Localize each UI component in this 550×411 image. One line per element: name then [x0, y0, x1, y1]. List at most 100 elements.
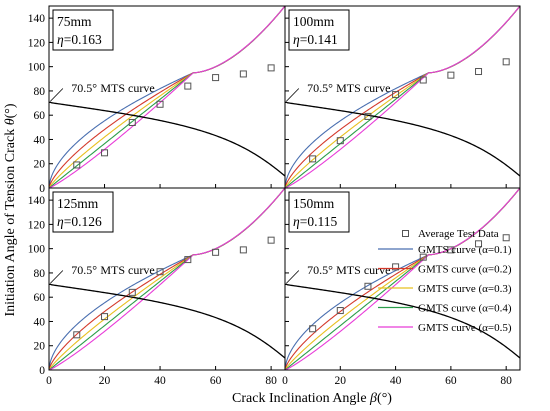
test-data-point: [447, 71, 455, 79]
panel-1: 0 20 40 60 80 100 120 140 70.5° MTS curve 75mm η=0.…: [28, 5, 286, 195]
test-data-point: [184, 82, 192, 90]
mts-angle-label: 70.5°: [71, 263, 97, 277]
mts-curve: [49, 283, 285, 359]
eta-label: η=0.141: [293, 32, 338, 47]
panel-2: 70.5° MTS curve 100mm η=0.141: [284, 5, 521, 189]
mts-curve-label: MTS curve: [100, 263, 154, 277]
specimen-size-label: 125mm: [57, 196, 99, 211]
mts-angle-label: 70.5°: [307, 263, 333, 277]
test-data-point: [475, 68, 483, 76]
test-data-point: [419, 76, 427, 84]
test-data-point: [364, 112, 372, 120]
mts-curve-label: MTS curve: [336, 263, 390, 277]
y-tick-label: 40: [34, 134, 46, 146]
test-data-point: [184, 256, 192, 264]
test-data-point: [392, 263, 400, 271]
test-data-point: [364, 282, 372, 290]
x-tick-label: 20: [335, 375, 347, 387]
test-data-point: [336, 307, 344, 315]
specimen-label-box: [52, 9, 114, 51]
test-data-point: [447, 246, 455, 254]
test-data-point: [267, 236, 275, 244]
gmts-curve-alpha-0.5: [285, 188, 520, 370]
mts-angle-label: 70.5°: [307, 81, 333, 95]
x-axis-title: Crack Inclination Angle β(°): [232, 391, 392, 406]
x-tick-label: 80: [500, 375, 512, 387]
y-tick-label: 40: [34, 316, 46, 328]
test-data-point: [336, 137, 344, 145]
legend-label-5: GMTS curve (α=0.5): [418, 322, 512, 334]
mts-curve: [49, 101, 285, 177]
specimen-label-box: [52, 191, 114, 233]
y-axis-title: Initiation Angle of Tension Crack θ(°): [3, 103, 18, 316]
x-tick-label: 60: [210, 375, 222, 387]
eta-label: η=0.115: [293, 214, 337, 229]
test-data-point: [239, 70, 247, 78]
mts-leader-line: [286, 88, 300, 102]
mts-leader-line: [286, 270, 300, 284]
gmts-curve-alpha-0.5: [49, 6, 285, 188]
legend-label-2: GMTS curve (α=0.2): [418, 264, 512, 276]
x-tick-label: 40: [390, 375, 402, 387]
test-data-point: [212, 248, 220, 256]
y-tick-label: 140: [28, 195, 46, 207]
y-tick-label: 20: [34, 341, 46, 353]
test-data-point: [309, 325, 317, 333]
y-tick-label: 120: [28, 219, 46, 231]
x-tick-label: 0: [46, 375, 52, 387]
test-data-point: [73, 331, 81, 339]
legend: Average Test Data GMTS curve (α=0.1) GMTS…: [378, 228, 512, 334]
mts-leader-line: [50, 88, 64, 102]
x-tick-label: 40: [154, 375, 166, 387]
plot-frame: [284, 187, 521, 371]
test-data-point: [309, 155, 317, 163]
mts-leader-line: [50, 270, 64, 284]
mts-curve-label: MTS curve: [336, 81, 390, 95]
test-data-point: [502, 234, 510, 242]
test-data-point: [392, 91, 400, 99]
test-data-point: [475, 240, 483, 248]
legend-label-test-data: Average Test Data: [418, 228, 499, 240]
test-data-point: [419, 253, 427, 261]
test-data-point: [156, 100, 164, 108]
mts-curve: [285, 283, 520, 359]
y-tick-label: 20: [34, 159, 46, 171]
test-data-point: [101, 313, 109, 321]
test-data-point: [128, 118, 136, 126]
panel-4: 0 20 40 60 80 70.5° MTS curve 150mm η=0.115: [282, 187, 521, 387]
legend-label-4: GMTS curve (α=0.4): [418, 303, 512, 315]
x-tick-label: 0: [282, 375, 288, 387]
x-tick-label: 20: [99, 375, 111, 387]
gmts-curve-alpha-0.5: [285, 6, 520, 188]
x-tick-label: 80: [265, 375, 277, 387]
test-data-point: [267, 64, 275, 72]
y-tick-label: 120: [28, 37, 46, 49]
specimen-size-label: 150mm: [293, 196, 335, 211]
legend-label-3: GMTS curve (α=0.3): [418, 283, 512, 295]
mts-curve-label: MTS curve: [100, 81, 154, 95]
x-tick-label: 60: [445, 375, 457, 387]
y-tick-label: 0: [39, 365, 45, 377]
test-data-point: [128, 288, 136, 296]
legend-label-1: GMTS curve (α=0.1): [418, 244, 512, 256]
eta-label: η=0.163: [57, 32, 102, 47]
eta-label: η=0.126: [57, 214, 102, 229]
legend-marker-test-data: [402, 230, 409, 237]
test-data-point: [101, 149, 109, 157]
test-data-point: [502, 58, 510, 66]
y-tick-label: 60: [34, 110, 46, 122]
y-tick-label: 80: [34, 86, 46, 98]
mts-curve: [285, 101, 520, 177]
test-data-point: [239, 246, 247, 254]
mts-angle-label: 70.5°: [71, 81, 97, 95]
y-tick-label: 100: [28, 244, 46, 256]
test-data-point: [73, 161, 81, 169]
test-data-point: [156, 268, 164, 276]
y-tick-label: 140: [28, 13, 46, 25]
gmts-curve-alpha-0.5: [49, 188, 285, 370]
specimen-size-label: 75mm: [57, 14, 92, 29]
y-tick-label: 100: [28, 62, 46, 74]
y-tick-label: 80: [34, 268, 46, 280]
